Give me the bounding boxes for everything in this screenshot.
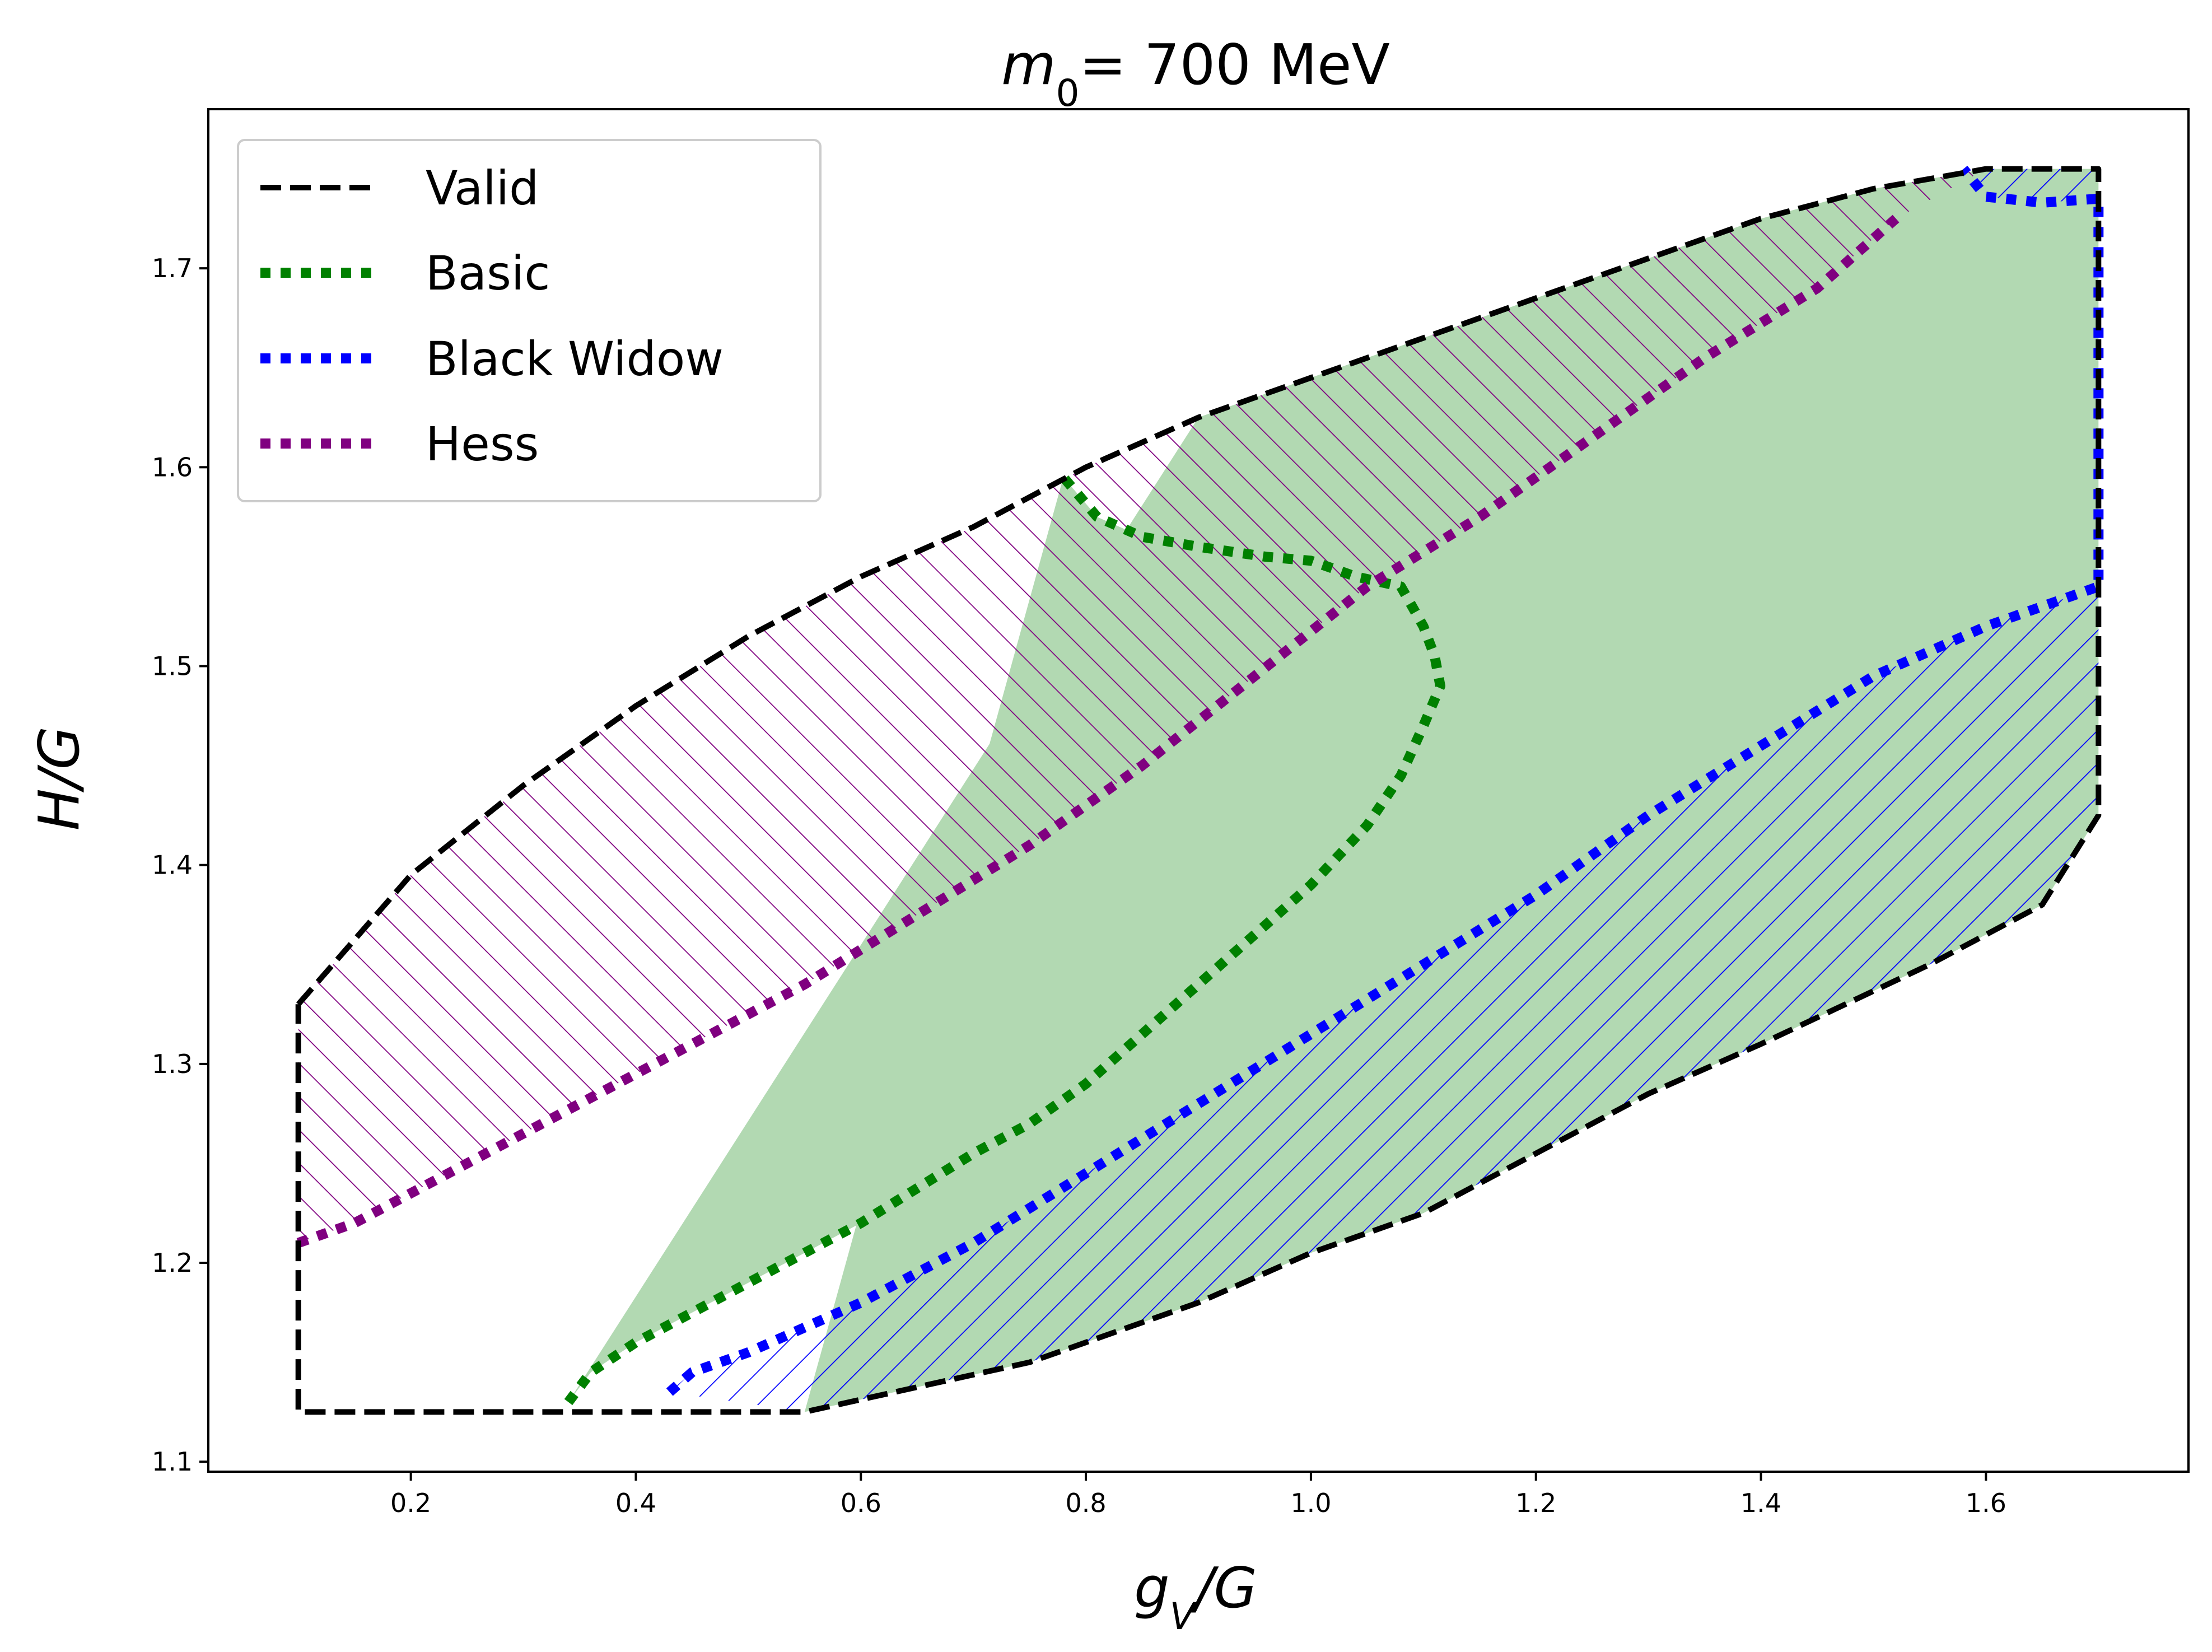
x-axis-title: gV/G bbox=[1134, 1555, 1257, 1638]
plot-area bbox=[295, 165, 2104, 1415]
legend-label-black-widow: Black Widow bbox=[426, 332, 724, 386]
y-tick-label: 1.2 bbox=[152, 1248, 193, 1278]
y-tick-label: 1.3 bbox=[152, 1049, 193, 1079]
x-tick-label: 1.4 bbox=[1740, 1488, 1781, 1518]
x-tick-label: 1.2 bbox=[1515, 1488, 1556, 1518]
legend-box bbox=[237, 139, 822, 502]
hess-region-hatch bbox=[298, 169, 1986, 1243]
series-line-valid bbox=[295, 166, 2102, 1415]
legend-entry-valid: Valid bbox=[260, 161, 539, 216]
legend: Valid Basic Black Widow Hess bbox=[237, 139, 822, 502]
plot-frame bbox=[207, 108, 2190, 1473]
x-tick-label: 1.0 bbox=[1290, 1488, 1331, 1518]
series-line-hess bbox=[296, 214, 1900, 1248]
y-axis: 1.1 1.2 1.3 1.4 1.5 1.6 1.7 bbox=[152, 253, 208, 1477]
y-tick-label: 1.1 bbox=[152, 1446, 193, 1477]
x-tick-label: 0.4 bbox=[615, 1488, 656, 1518]
legend-label-hess: Hess bbox=[426, 417, 539, 472]
series-line-basic bbox=[564, 474, 1445, 1406]
legend-entry-black-widow: Black Widow bbox=[260, 332, 724, 386]
x-tick-label: 0.6 bbox=[841, 1488, 881, 1518]
y-tick-label: 1.4 bbox=[152, 850, 193, 880]
legend-label-valid: Valid bbox=[426, 161, 539, 216]
chart-title: m0= 700 MeV bbox=[1001, 32, 1390, 115]
y-tick-label: 1.5 bbox=[152, 651, 193, 682]
x-axis: 0.2 0.4 0.6 0.8 1.0 1.2 1.4 1.6 bbox=[207, 108, 2190, 1518]
y-tick-label: 1.6 bbox=[152, 452, 193, 482]
y-axis-title: H/G bbox=[26, 726, 92, 830]
basic-region-fill bbox=[568, 169, 2099, 1412]
y-tick-label: 1.7 bbox=[152, 253, 193, 283]
legend-label-basic: Basic bbox=[426, 246, 550, 301]
legend-entry-basic: Basic bbox=[260, 246, 550, 301]
legend-entry-hess: Hess bbox=[260, 417, 539, 472]
x-tick-label: 0.8 bbox=[1066, 1488, 1107, 1518]
x-tick-label: 0.2 bbox=[390, 1488, 431, 1518]
x-tick-label: 1.6 bbox=[1966, 1488, 2006, 1518]
black-widow-region-hatch bbox=[669, 586, 2099, 1412]
